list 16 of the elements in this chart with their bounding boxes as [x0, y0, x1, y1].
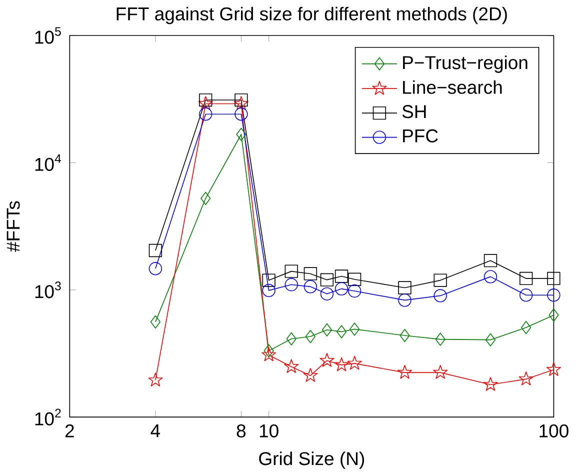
x-tick-label: 4 — [150, 424, 160, 438]
y-axis-title: #FFTs — [6, 201, 20, 252]
x-tick-label: 10 — [260, 424, 278, 438]
legend-label: Line−search — [403, 80, 502, 94]
chart-title: FFT against Grid size for different methods (2D) — [116, 6, 507, 24]
y-tick-label: 10$^{3}$ — [35, 282, 61, 298]
x-tick-label: 100 — [540, 424, 568, 438]
x-tick-label: 2 — [65, 424, 74, 438]
y-tick-label: 10$^{5}$ — [35, 27, 61, 44]
legend-label: PFC — [403, 129, 438, 143]
y-tick-label: 10$^{2}$ — [35, 408, 61, 426]
y-tick-label: 10$^{4}$ — [35, 154, 62, 172]
x-tick-label: 8 — [236, 424, 246, 438]
legend-label: SH — [402, 105, 426, 118]
legend-label: P−Trust−region — [403, 56, 528, 73]
x-axis-title: Grid Size (N) — [259, 452, 364, 469]
